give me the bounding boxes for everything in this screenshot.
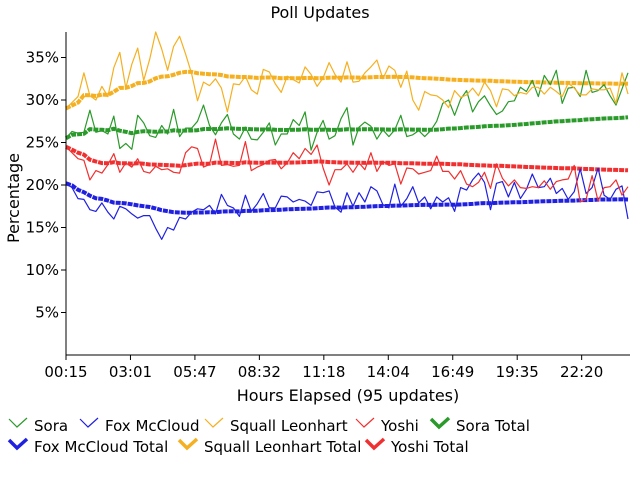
legend-label: Yoshi: [380, 417, 419, 435]
x-tick-label: 05:47: [173, 363, 216, 381]
x-axis-label: Hours Elapsed (95 updates): [237, 386, 460, 405]
legend: Sora Fox McCloud Squall Leonhart Yoshi Sora …: [7, 416, 530, 456]
x-tick-label: 14:04: [367, 363, 410, 381]
legend-swatch: [204, 417, 224, 428]
series-line-yoshi: [65, 138, 629, 203]
x-tick-label: 22:20: [560, 363, 603, 381]
series-line-fox-mccloud: [65, 167, 629, 240]
y-tick-label: 20%: [26, 176, 59, 194]
plot-area: 5% 10% 15% 20% 25% 30% 35% 00:15 03:01 05:47 08:3…: [26, 31, 630, 381]
legend-swatch: [8, 417, 28, 428]
series-line-yoshi-total: [65, 144, 629, 173]
y-tick-label: 5%: [35, 304, 59, 322]
x-tick-label: 19:35: [496, 363, 539, 381]
x-tick-label: 08:32: [238, 363, 281, 381]
legend-swatch: [7, 437, 29, 451]
legend-swatch: [429, 416, 451, 430]
series-layer: [64, 31, 629, 240]
legend-label: Fox McCloud Total: [34, 438, 168, 456]
legend-label: Squall Leonhart: [230, 417, 348, 435]
series-line-squall-leonhart: [65, 31, 629, 113]
legend-swatch: [355, 417, 375, 428]
legend-label: Yoshi Total: [390, 438, 469, 456]
x-tick-label: 00:15: [44, 363, 87, 381]
legend-label: Squall Leonhart Total: [204, 438, 361, 456]
y-axis-label: Percentage: [4, 153, 23, 243]
chart-title: Poll Updates: [270, 3, 369, 22]
legend-label: Sora: [34, 417, 68, 435]
y-tick-label: 25%: [26, 134, 59, 152]
y-tick-label: 10%: [26, 261, 59, 279]
y-ticks: 5% 10% 15% 20% 25% 30% 35%: [26, 49, 66, 322]
y-tick-label: 15%: [26, 219, 59, 237]
series-line-squall-leonhart-total: [65, 69, 629, 111]
legend-swatch: [177, 437, 199, 451]
legend-label: Sora Total: [456, 417, 530, 435]
x-tick-label: 11:18: [302, 363, 345, 381]
legend-swatch: [364, 437, 386, 451]
x-ticks: 00:15 03:01 05:47 08:32 11:18 14:04 16:49 19:35…: [44, 355, 603, 381]
x-tick-label: 03:01: [109, 363, 152, 381]
y-tick-label: 30%: [26, 91, 59, 109]
y-tick-label: 35%: [26, 49, 59, 67]
legend-swatch: [79, 417, 99, 428]
legend-label: Fox McCloud: [105, 417, 200, 435]
series-line-sora: [65, 69, 629, 151]
series-line-sora-total: [64, 115, 629, 141]
x-tick-label: 16:49: [431, 363, 474, 381]
series-line-fox-mccloud-total: [65, 181, 629, 215]
